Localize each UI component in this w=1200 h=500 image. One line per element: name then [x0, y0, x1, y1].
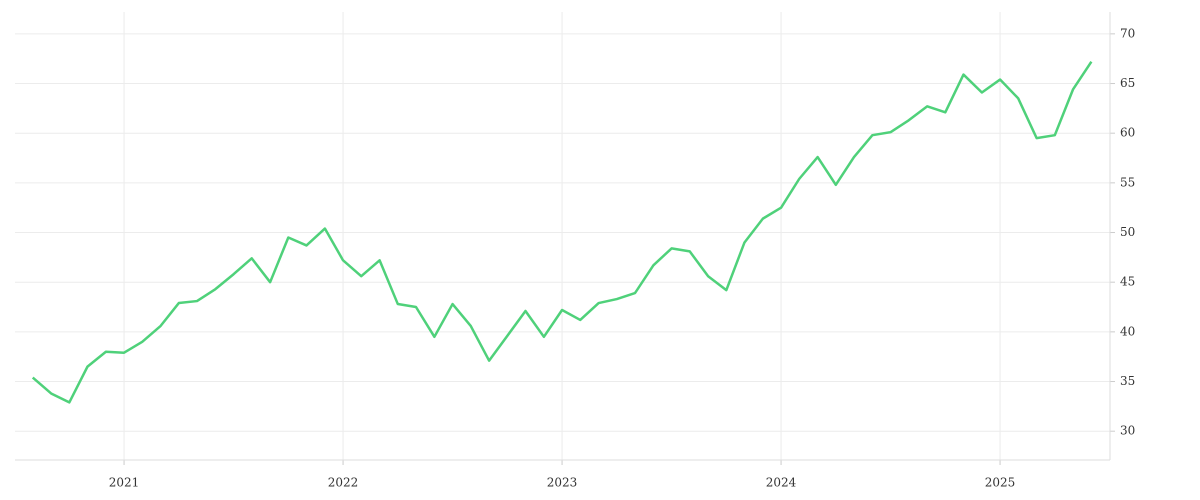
y-tick-label: 50 [1120, 225, 1135, 239]
y-tick-label: 60 [1120, 126, 1135, 140]
y-tick-label: 30 [1120, 424, 1135, 438]
x-tick-label: 2023 [547, 476, 578, 490]
x-tick-label: 2021 [109, 476, 140, 490]
y-tick-label: 35 [1120, 374, 1135, 388]
x-tick-label: 2025 [985, 476, 1016, 490]
x-tick-label: 2024 [766, 476, 797, 490]
y-tick-label: 45 [1120, 275, 1135, 289]
x-tick-label: 2022 [328, 476, 359, 490]
data-line [31, 60, 1093, 404]
y-tick-label: 40 [1120, 324, 1135, 338]
y-tick-label: 55 [1120, 175, 1135, 189]
y-tick-label: 65 [1120, 76, 1135, 90]
y-tick-label: 70 [1120, 26, 1135, 40]
